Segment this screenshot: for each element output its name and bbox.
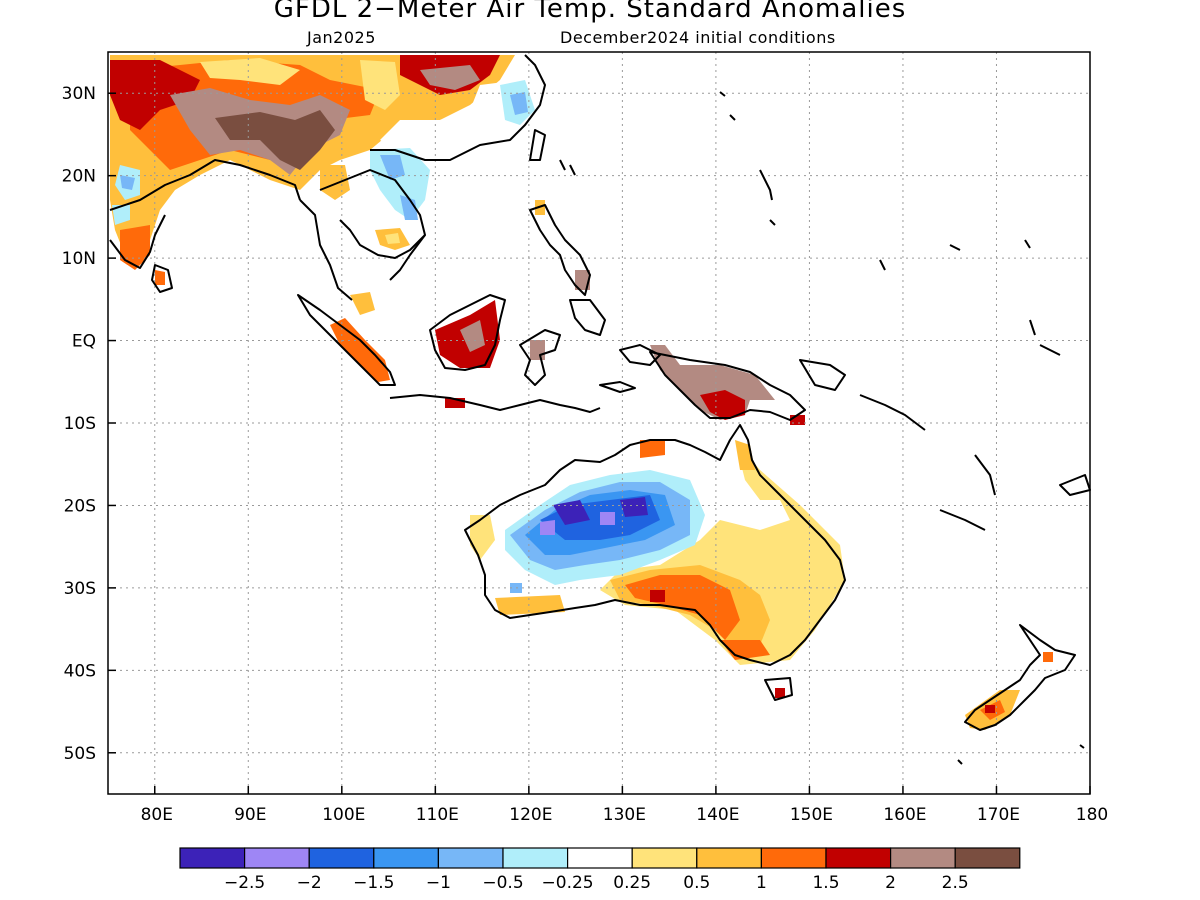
legend-swatch (825, 847, 892, 869)
legend-label: −1.5 (353, 873, 394, 893)
color-legend: −2.5 −2 −1.5 −1 −0.5 −0.25 0.25 0.5 1 1.5 2 2.5 (179, 847, 1021, 893)
lon-tick-label: 80E (141, 805, 173, 825)
lon-tick-label: 150E (790, 805, 833, 825)
legend-swatch (696, 847, 762, 869)
legend-swatch (373, 847, 439, 869)
lat-tick-label: 20S (64, 496, 96, 516)
longitude-axis: 80E 90E 100E 110E 120E 130E 140E 150E 160E 170E 18… (141, 786, 1108, 825)
legend-label: 2 (885, 873, 896, 893)
legend-swatch (179, 847, 246, 869)
legend-label: 0.5 (683, 873, 710, 893)
forecast-month: Jan2025 (307, 28, 376, 47)
lon-tick-label: 170E (977, 805, 1020, 825)
lon-tick-label: 130E (603, 805, 646, 825)
lat-tick-label: 30S (64, 579, 96, 599)
legend-label: −1 (426, 873, 451, 893)
lat-tick-label: EQ (72, 332, 96, 352)
legend-swatch (437, 847, 504, 869)
legend-label: 2.5 (942, 873, 969, 893)
legend-label: −0.25 (542, 873, 594, 893)
legend-swatch (566, 847, 633, 869)
latitude-axis: 30N 20N 10N EQ 10S 20S 30S 40S 50S (62, 84, 116, 764)
lon-tick-label: 180 (1076, 805, 1108, 825)
legend-label: 1 (756, 873, 767, 893)
legend-label: −2 (297, 873, 322, 893)
legend-label: 1.5 (812, 873, 839, 893)
lat-tick-label: 20N (62, 167, 96, 187)
coastlines (109, 54, 1091, 765)
legend-swatch (244, 847, 310, 869)
initial-conditions-label: December2024 initial conditions (560, 28, 836, 47)
lon-tick-label: 120E (509, 805, 552, 825)
legend-swatch (954, 847, 1021, 869)
legend-label: −0.5 (482, 873, 523, 893)
lon-tick-label: 100E (322, 805, 365, 825)
lat-tick-label: 10N (62, 249, 96, 269)
anomaly-shading (110, 55, 1053, 730)
legend-swatch (308, 847, 375, 869)
legend-swatch (889, 847, 956, 869)
legend-swatch (760, 847, 827, 869)
legend-swatch (631, 847, 698, 869)
lat-tick-label: 40S (64, 661, 96, 681)
lon-tick-label: 140E (696, 805, 739, 825)
lat-tick-label: 30N (62, 84, 96, 104)
map-title: GFDL 2−Meter Air Temp. Standard Anomalie… (273, 0, 907, 24)
lon-tick-label: 110E (416, 805, 459, 825)
lon-tick-label: 160E (883, 805, 926, 825)
legend-label: 0.25 (613, 873, 651, 893)
legend-swatch (502, 847, 569, 869)
lat-tick-label: 10S (64, 414, 96, 434)
lon-tick-label: 90E (234, 805, 266, 825)
legend-label: −2.5 (224, 873, 265, 893)
lat-tick-label: 50S (64, 744, 96, 764)
